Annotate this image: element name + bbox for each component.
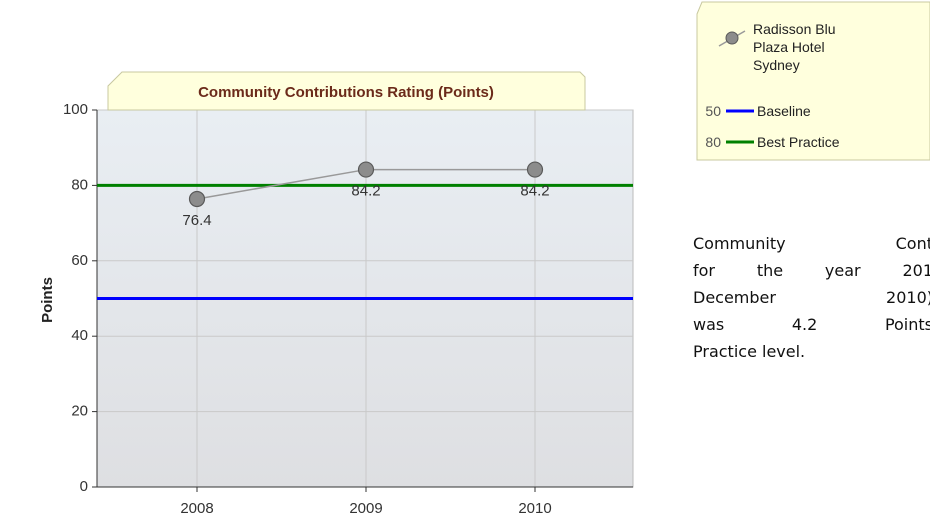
legend-label: Best Practice xyxy=(757,134,840,150)
chart-title: Community Contributions Rating (Points) xyxy=(198,84,494,101)
data-label: 76.4 xyxy=(182,212,211,229)
title-tab xyxy=(107,71,586,111)
legend-marker xyxy=(725,31,739,45)
data-label: 84.2 xyxy=(351,183,380,200)
y-tick-label: 20 xyxy=(71,403,88,420)
text-line: Community Cont xyxy=(693,234,930,253)
legend-value: 80 xyxy=(705,134,721,150)
data-label: 84.2 xyxy=(520,183,549,200)
x-tick-label: 2010 xyxy=(518,500,551,517)
y-tick-label: 40 xyxy=(71,327,88,344)
y-tick-label: 100 xyxy=(63,101,88,118)
legend-value: 50 xyxy=(705,103,721,119)
x-tick-label: 2009 xyxy=(349,500,382,517)
legend-label: Radisson Blu Plaza Hotel Sydney xyxy=(753,21,836,73)
text-line: for the year 201 xyxy=(693,261,930,280)
y-axis-label: Points xyxy=(39,277,56,323)
x-tick-label: 2008 xyxy=(180,500,213,517)
text-line: December 2010) xyxy=(693,288,930,307)
data-point xyxy=(357,161,375,178)
y-tick-label: 60 xyxy=(71,252,88,269)
description: Community Cont for the year 201 December 2… xyxy=(693,230,930,365)
text-line: Practice level. xyxy=(693,342,806,361)
y-tick-label: 80 xyxy=(71,176,88,193)
text-line: was 4.2 Points xyxy=(693,315,930,334)
legend: Radisson Blu Plaza Hotel Sydney 50 Baselin… xyxy=(697,2,929,160)
data-point xyxy=(526,161,544,178)
legend-label: Baseline xyxy=(757,103,811,119)
legend-box xyxy=(696,1,930,161)
y-tick-label: 0 xyxy=(80,478,88,495)
data-point xyxy=(188,190,206,208)
